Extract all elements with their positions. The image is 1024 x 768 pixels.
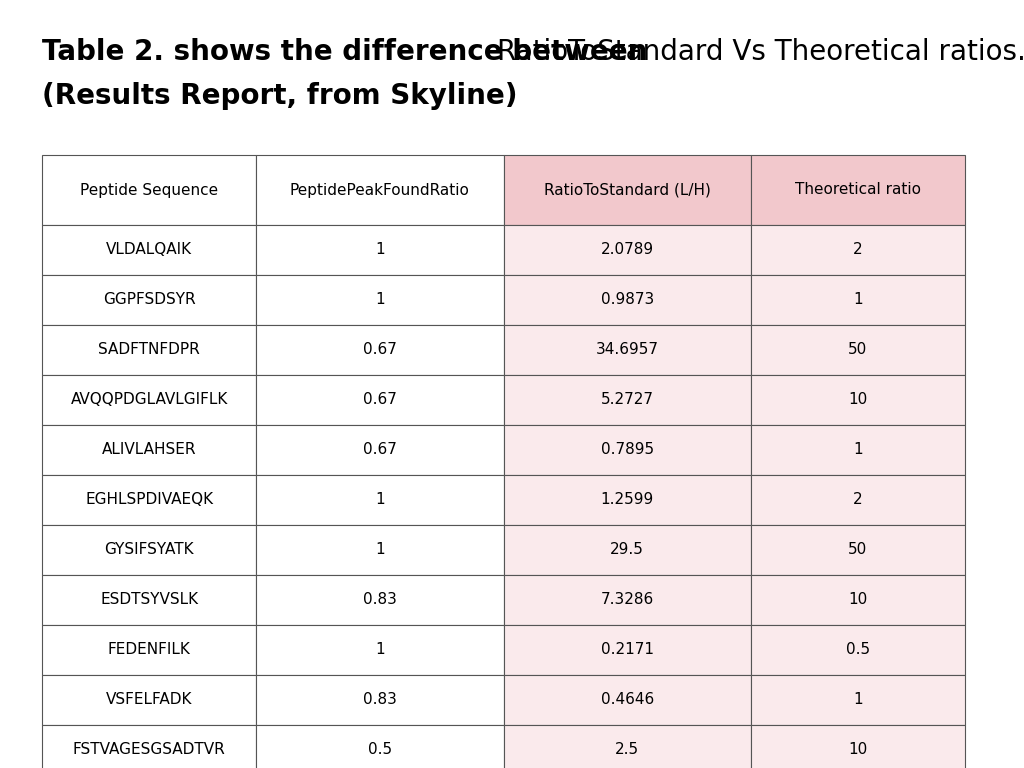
- Text: SADFTNFDPR: SADFTNFDPR: [98, 343, 200, 357]
- Text: RatioToStandard (L/H): RatioToStandard (L/H): [544, 183, 711, 197]
- Bar: [256, 155, 504, 225]
- Text: 2: 2: [853, 492, 863, 508]
- Text: 1: 1: [375, 542, 385, 558]
- Text: VLDALQAIK: VLDALQAIK: [106, 243, 193, 257]
- Text: 1.2599: 1.2599: [600, 492, 653, 508]
- Bar: [42, 525, 256, 575]
- Bar: [751, 425, 965, 475]
- Bar: [504, 325, 751, 375]
- Bar: [751, 155, 965, 225]
- Bar: [504, 575, 751, 625]
- Bar: [42, 575, 256, 625]
- Text: VSFELFADK: VSFELFADK: [105, 693, 193, 707]
- Text: Table 2. shows the difference between: Table 2. shows the difference between: [42, 38, 657, 66]
- Bar: [42, 725, 256, 768]
- Text: 7.3286: 7.3286: [600, 592, 653, 607]
- Bar: [504, 425, 751, 475]
- Text: ALIVLAHSER: ALIVLAHSER: [101, 442, 197, 458]
- Bar: [751, 475, 965, 525]
- Text: 0.67: 0.67: [362, 343, 396, 357]
- Bar: [256, 275, 504, 325]
- Text: 0.5: 0.5: [846, 643, 870, 657]
- Bar: [42, 325, 256, 375]
- Text: 50: 50: [848, 343, 867, 357]
- Text: 5.2727: 5.2727: [601, 392, 653, 408]
- Text: 1: 1: [375, 293, 385, 307]
- Bar: [504, 155, 751, 225]
- Text: 1: 1: [853, 693, 863, 707]
- Bar: [751, 325, 965, 375]
- Bar: [256, 225, 504, 275]
- Bar: [751, 225, 965, 275]
- Bar: [504, 725, 751, 768]
- Text: 34.6957: 34.6957: [596, 343, 658, 357]
- Text: 2: 2: [853, 243, 863, 257]
- Text: 10: 10: [848, 392, 867, 408]
- Bar: [256, 375, 504, 425]
- Text: EGHLSPDIVAEQK: EGHLSPDIVAEQK: [85, 492, 213, 508]
- Text: 0.83: 0.83: [362, 693, 396, 707]
- Bar: [751, 625, 965, 675]
- Bar: [42, 155, 256, 225]
- Bar: [751, 675, 965, 725]
- Text: 0.83: 0.83: [362, 592, 396, 607]
- Bar: [256, 675, 504, 725]
- Bar: [256, 575, 504, 625]
- Bar: [504, 275, 751, 325]
- Bar: [42, 475, 256, 525]
- Bar: [751, 275, 965, 325]
- Bar: [42, 375, 256, 425]
- Bar: [751, 525, 965, 575]
- Bar: [42, 625, 256, 675]
- Text: 50: 50: [848, 542, 867, 558]
- Text: AVQQPDGLAVLGIFLK: AVQQPDGLAVLGIFLK: [71, 392, 227, 408]
- Bar: [751, 575, 965, 625]
- Bar: [504, 375, 751, 425]
- Text: 2.0789: 2.0789: [601, 243, 653, 257]
- Text: ESDTSYVSLK: ESDTSYVSLK: [100, 592, 198, 607]
- Bar: [256, 725, 504, 768]
- Text: FEDENFILK: FEDENFILK: [108, 643, 190, 657]
- Text: 1: 1: [375, 492, 385, 508]
- Bar: [504, 525, 751, 575]
- Text: PeptidePeakFoundRatio: PeptidePeakFoundRatio: [290, 183, 470, 197]
- Bar: [42, 425, 256, 475]
- Text: FSTVAGESGSADTVR: FSTVAGESGSADTVR: [73, 743, 225, 757]
- Bar: [42, 275, 256, 325]
- Text: 0.5: 0.5: [368, 743, 392, 757]
- Text: 0.2171: 0.2171: [601, 643, 653, 657]
- Bar: [751, 375, 965, 425]
- Bar: [256, 425, 504, 475]
- Text: 1: 1: [853, 442, 863, 458]
- Text: Theoretical ratio: Theoretical ratio: [795, 183, 921, 197]
- Text: GGPFSDSYR: GGPFSDSYR: [102, 293, 196, 307]
- Bar: [504, 675, 751, 725]
- Bar: [751, 725, 965, 768]
- Text: 10: 10: [848, 743, 867, 757]
- Text: 1: 1: [375, 243, 385, 257]
- Text: GYSIFSYATK: GYSIFSYATK: [104, 542, 194, 558]
- Bar: [504, 225, 751, 275]
- Bar: [256, 475, 504, 525]
- Bar: [42, 225, 256, 275]
- Text: 1: 1: [375, 643, 385, 657]
- Text: 0.67: 0.67: [362, 392, 396, 408]
- Text: 2.5: 2.5: [615, 743, 639, 757]
- Bar: [504, 625, 751, 675]
- Bar: [256, 625, 504, 675]
- Bar: [256, 525, 504, 575]
- Text: 0.67: 0.67: [362, 442, 396, 458]
- Text: 29.5: 29.5: [610, 542, 644, 558]
- Bar: [42, 675, 256, 725]
- Text: Peptide Sequence: Peptide Sequence: [80, 183, 218, 197]
- Text: 0.9873: 0.9873: [600, 293, 653, 307]
- Text: 0.7895: 0.7895: [601, 442, 653, 458]
- Text: 10: 10: [848, 592, 867, 607]
- Text: 0.4646: 0.4646: [600, 693, 653, 707]
- Text: RatioToStandard Vs Theoretical ratios.: RatioToStandard Vs Theoretical ratios.: [497, 38, 1024, 66]
- Text: 1: 1: [853, 293, 863, 307]
- Bar: [256, 325, 504, 375]
- Text: (Results Report, from Skyline): (Results Report, from Skyline): [42, 82, 517, 110]
- Bar: [504, 475, 751, 525]
